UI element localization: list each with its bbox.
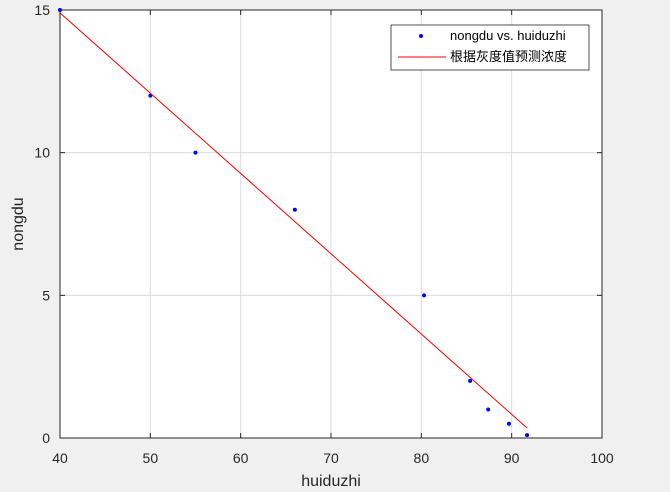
series-layer [58, 8, 530, 438]
y-tick-label: 10 [34, 145, 50, 161]
y-tick-label: 15 [34, 2, 50, 18]
data-point [486, 407, 491, 412]
x-tick-label: 100 [590, 450, 614, 466]
legend-box [390, 24, 590, 71]
plot-border [59, 9, 603, 439]
data-point [292, 207, 297, 212]
data-point [525, 433, 530, 438]
data-point [422, 293, 427, 298]
data-point [193, 150, 198, 155]
x-tick-label: 60 [233, 450, 249, 466]
legend-entry-points: nongdu vs. huiduzhi [450, 28, 566, 43]
x-tick-label: 90 [504, 450, 520, 466]
data-point [468, 378, 473, 383]
tick-labels: 40 50 60 70 80 90 100 0 5 10 15 [34, 2, 613, 466]
x-axis-label: huiduzhi [301, 473, 361, 490]
x-tick-label: 80 [414, 450, 430, 466]
y-tick-label: 0 [42, 430, 50, 446]
x-tick-label: 70 [323, 450, 339, 466]
y-axis-label: nongdu [10, 197, 27, 250]
x-tick-label: 40 [52, 450, 68, 466]
legend: nongdu vs. huiduzhi 根据灰度值预测浓度 [390, 24, 590, 71]
legend-marker-points [419, 34, 423, 38]
data-point [506, 421, 511, 426]
y-tick-label: 5 [42, 287, 50, 303]
fit-line [59, 12, 528, 429]
legend-entry-line: 根据灰度值预测浓度 [450, 49, 567, 64]
x-tick-label: 50 [143, 450, 159, 466]
